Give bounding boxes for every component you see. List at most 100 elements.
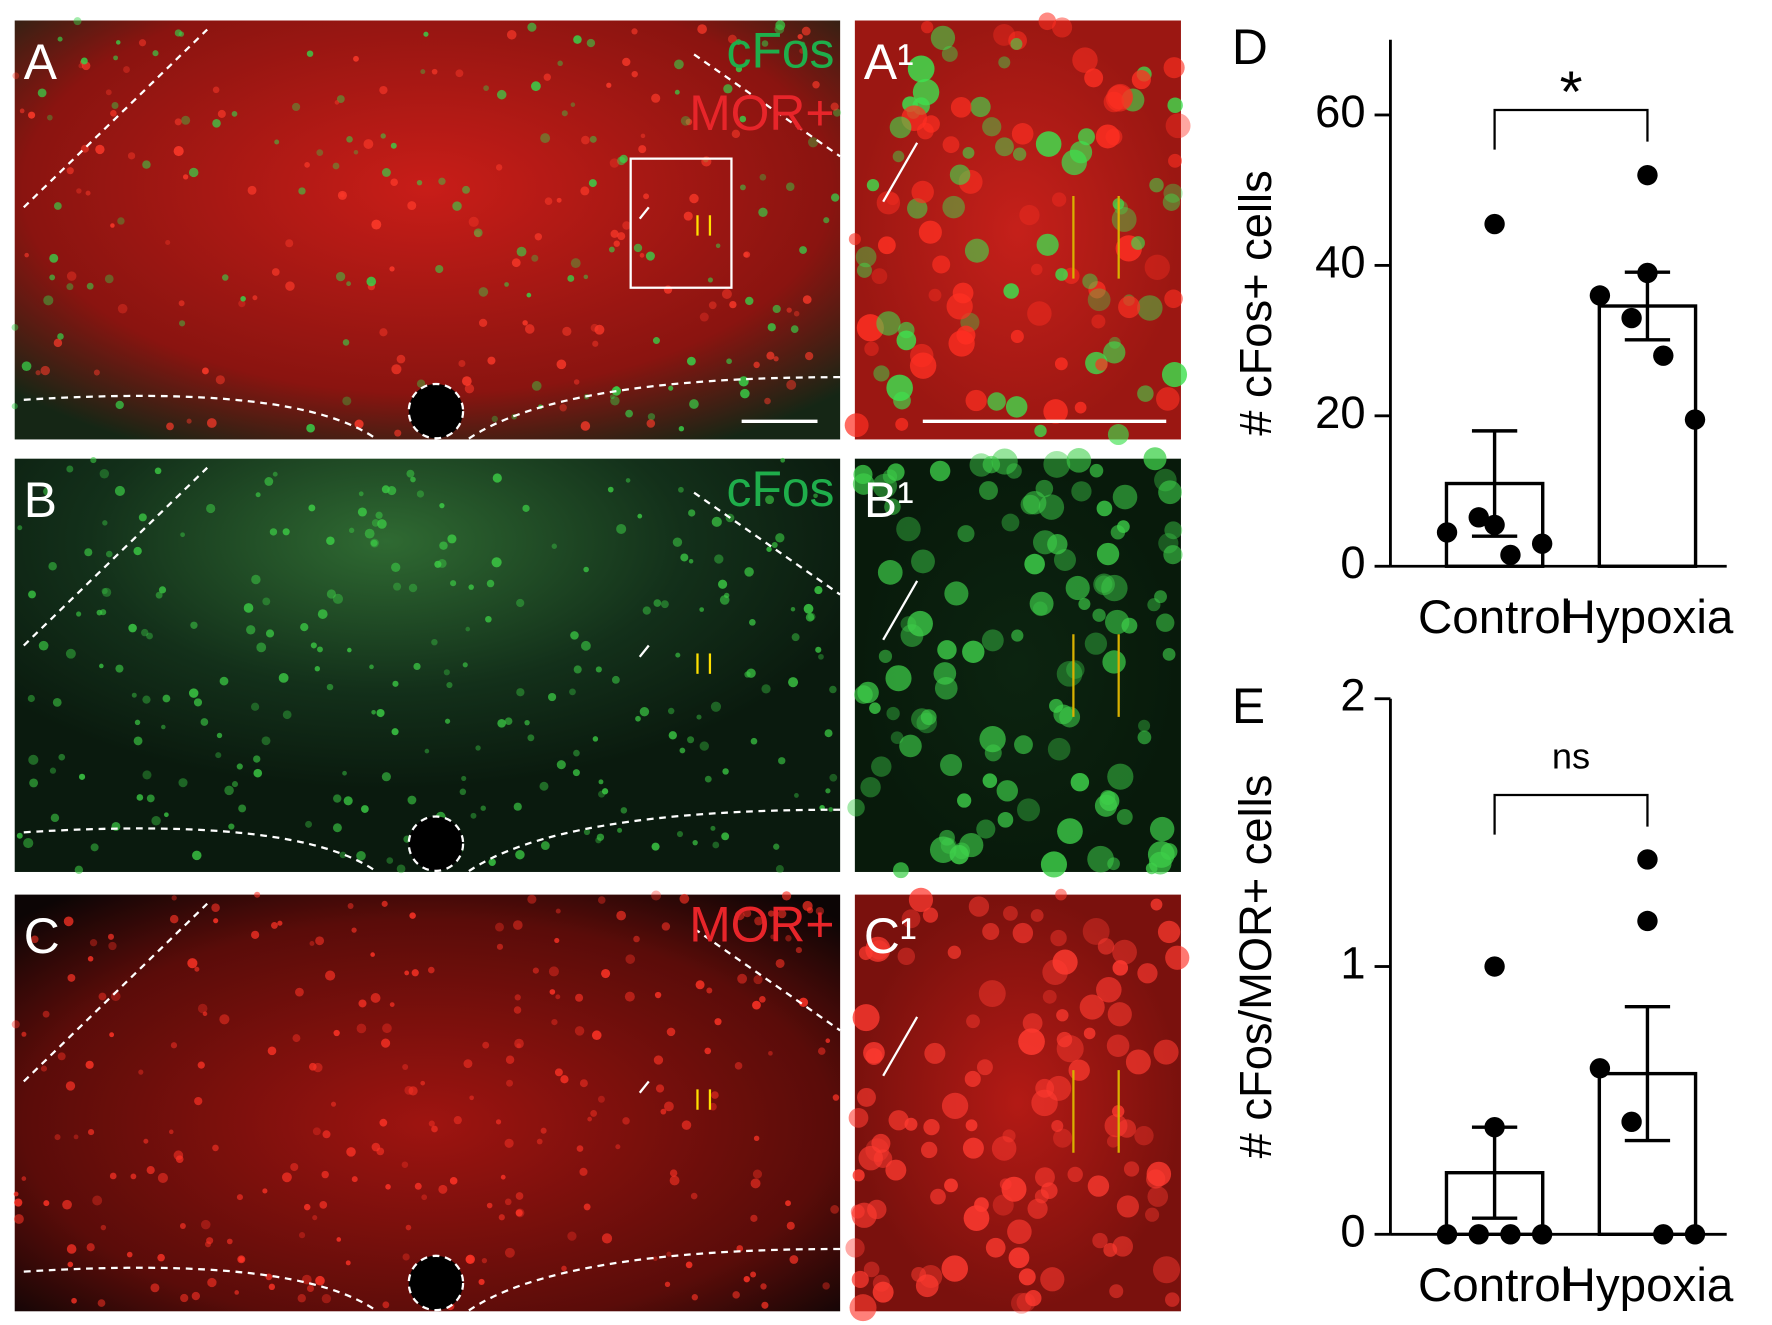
cell: [1112, 484, 1138, 510]
cell: [363, 139, 374, 149]
cell: [1107, 424, 1129, 446]
cell: [1003, 905, 1018, 921]
cell: [785, 935, 792, 942]
cell: [333, 794, 342, 803]
cell: [871, 1133, 891, 1153]
cell: [123, 66, 130, 73]
cell: [117, 303, 128, 314]
cell: [142, 160, 151, 169]
cell: [1047, 737, 1071, 761]
cell: [970, 96, 991, 118]
cell: [802, 295, 812, 304]
cell: [714, 554, 724, 564]
cell: [554, 1068, 563, 1077]
cell: [527, 894, 537, 904]
cell: [643, 193, 650, 200]
significance-label: ns: [1552, 735, 1590, 776]
cell: [774, 24, 785, 34]
cell: [150, 1283, 160, 1293]
cell: [478, 1278, 485, 1286]
cell: [562, 326, 572, 337]
cell: [609, 394, 615, 400]
cell: [255, 492, 261, 498]
arrow: [882, 1016, 919, 1077]
cell: [740, 388, 750, 399]
cell: [576, 1145, 584, 1152]
cell: [1095, 575, 1113, 593]
cell: [491, 557, 502, 568]
cell: [86, 282, 94, 290]
arrow: [882, 580, 919, 641]
cell: [573, 665, 582, 674]
cell: [873, 1149, 893, 1168]
cell: [469, 1095, 474, 1101]
cell: [1125, 1049, 1151, 1075]
data-point: [1531, 1224, 1553, 1245]
cell: [896, 516, 921, 542]
cell: [102, 520, 108, 526]
cell: [516, 246, 527, 257]
cell: [683, 211, 693, 221]
cell: [901, 909, 921, 929]
cell: [991, 1136, 1017, 1161]
cell: [228, 823, 235, 830]
cell: [583, 566, 589, 573]
cell: [639, 706, 650, 717]
cell: [540, 133, 551, 144]
cell: [130, 1173, 137, 1180]
cell: [516, 598, 525, 608]
cell: [803, 603, 814, 614]
cell: [957, 525, 975, 543]
cell: [43, 295, 54, 306]
cell: [465, 1254, 475, 1264]
cell: [297, 1294, 306, 1303]
cell: [1082, 917, 1110, 945]
cell: [617, 232, 626, 241]
cell: [1078, 598, 1091, 611]
cell: [138, 1069, 144, 1075]
cell: [390, 178, 398, 187]
cell: [298, 1232, 306, 1239]
cell: [780, 457, 786, 463]
cell: [173, 146, 184, 157]
data-point: [1637, 164, 1658, 186]
cell: [314, 666, 320, 672]
micrograph: B¹: [847, 447, 1183, 879]
cell: [790, 606, 796, 612]
cell: [775, 958, 785, 968]
cell: [540, 841, 550, 850]
cell: [555, 994, 561, 1000]
cell: [622, 57, 631, 67]
cell: [962, 146, 975, 159]
cell: [1083, 1027, 1096, 1040]
cell: [475, 745, 481, 751]
cell: [666, 1251, 672, 1257]
cell: [750, 1178, 761, 1189]
cell: [179, 1223, 186, 1229]
cell: [647, 413, 656, 421]
cell: [573, 379, 580, 385]
cell: [982, 922, 1000, 941]
cell: [527, 22, 537, 32]
cell: [610, 229, 619, 238]
cell: [1056, 1035, 1084, 1063]
data-point: [1653, 345, 1674, 366]
cell: [133, 736, 143, 746]
cell: [856, 262, 872, 278]
cell: [1034, 424, 1047, 438]
cell: [997, 812, 1014, 828]
cell: [544, 197, 553, 205]
cell: [543, 73, 551, 81]
cell: [330, 1101, 337, 1107]
cell: [86, 1243, 95, 1252]
cell: [110, 110, 117, 117]
cell: [109, 1032, 115, 1038]
cell: [42, 1010, 50, 1018]
cell: [326, 589, 337, 599]
cell: [1032, 601, 1048, 617]
cell: [854, 685, 873, 704]
cell: [1074, 401, 1087, 414]
cell: [724, 592, 730, 599]
cell: [114, 485, 125, 496]
cell: [1168, 153, 1182, 168]
